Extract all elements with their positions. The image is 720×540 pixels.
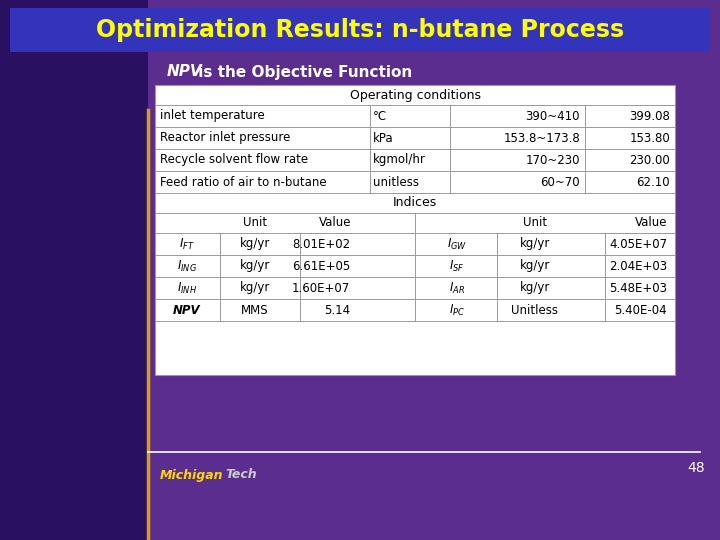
Text: 60~70: 60~70 <box>541 176 580 188</box>
Text: Unit: Unit <box>523 217 547 230</box>
Text: Optimization Results: n-butane Process: Optimization Results: n-butane Process <box>96 18 624 42</box>
Text: Unit: Unit <box>243 217 267 230</box>
Text: 2.04E+03: 2.04E+03 <box>609 260 667 273</box>
Text: 230.00: 230.00 <box>629 153 670 166</box>
Text: 8.01E+02: 8.01E+02 <box>292 238 350 251</box>
Text: Value: Value <box>634 217 667 230</box>
Text: °C: °C <box>373 110 387 123</box>
Text: $I_{AR}$: $I_{AR}$ <box>449 280 465 295</box>
Text: 4.05E+07: 4.05E+07 <box>609 238 667 251</box>
Text: Recycle solvent flow rate: Recycle solvent flow rate <box>160 153 308 166</box>
Text: is the Objective Function: is the Objective Function <box>193 64 413 79</box>
Text: inlet temperature: inlet temperature <box>160 110 265 123</box>
Bar <box>155 85 675 375</box>
Text: kg/yr: kg/yr <box>240 238 270 251</box>
Text: 153.8~173.8: 153.8~173.8 <box>503 132 580 145</box>
Text: Reactor inlet pressure: Reactor inlet pressure <box>160 132 290 145</box>
Text: $I_{INH}$: $I_{INH}$ <box>177 280 197 295</box>
Text: 5.40E-04: 5.40E-04 <box>614 303 667 316</box>
Bar <box>0 0 148 540</box>
Text: Feed ratio of air to n-butane: Feed ratio of air to n-butane <box>160 176 327 188</box>
Text: 153.80: 153.80 <box>629 132 670 145</box>
Text: kg/yr: kg/yr <box>240 260 270 273</box>
Text: NPV: NPV <box>167 64 202 79</box>
Text: Tech: Tech <box>225 469 256 482</box>
Text: unitless: unitless <box>373 176 419 188</box>
Bar <box>10 8 710 52</box>
Text: kg/yr: kg/yr <box>520 281 550 294</box>
Text: 5.14: 5.14 <box>324 303 350 316</box>
Text: Operating conditions: Operating conditions <box>349 89 480 102</box>
Text: MMS: MMS <box>241 303 269 316</box>
Text: $I_{SF}$: $I_{SF}$ <box>449 259 465 274</box>
Text: 5.48E+03: 5.48E+03 <box>609 281 667 294</box>
Text: Michigan: Michigan <box>160 469 223 482</box>
Text: Value: Value <box>319 217 351 230</box>
Text: NPV: NPV <box>174 303 201 316</box>
Text: kg/yr: kg/yr <box>240 281 270 294</box>
Text: kgmol/hr: kgmol/hr <box>373 153 426 166</box>
Text: 1.60E+07: 1.60E+07 <box>292 281 350 294</box>
Text: $I_{GW}$: $I_{GW}$ <box>447 237 467 252</box>
Text: $I_{FT}$: $I_{FT}$ <box>179 237 195 252</box>
Text: kg/yr: kg/yr <box>520 260 550 273</box>
Text: 170~230: 170~230 <box>526 153 580 166</box>
Text: $I_{PC}$: $I_{PC}$ <box>449 302 465 318</box>
Text: 390~410: 390~410 <box>526 110 580 123</box>
Text: 6.61E+05: 6.61E+05 <box>292 260 350 273</box>
Text: 48: 48 <box>688 461 705 475</box>
Text: 399.08: 399.08 <box>629 110 670 123</box>
Text: kg/yr: kg/yr <box>520 238 550 251</box>
Text: 62.10: 62.10 <box>636 176 670 188</box>
Text: $I_{ING}$: $I_{ING}$ <box>177 259 197 274</box>
Text: kPa: kPa <box>373 132 394 145</box>
Text: Unitless: Unitless <box>511 303 559 316</box>
Text: Indices: Indices <box>393 197 437 210</box>
